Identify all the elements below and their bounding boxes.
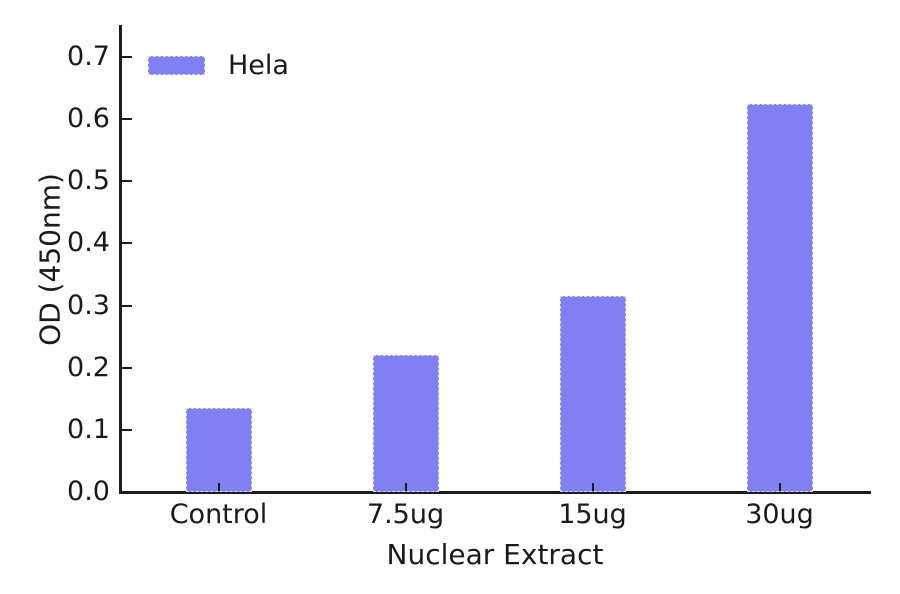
x-tick-label: 7.5ug (366, 499, 445, 530)
legend-swatch (148, 56, 205, 75)
bar-15ug (559, 296, 626, 492)
legend-label: Hela (228, 50, 289, 81)
y-axis-spine (119, 25, 122, 494)
bar-30ug (746, 104, 813, 492)
y-tick-label: 0.4 (67, 227, 110, 259)
bar-7-5ug (372, 355, 439, 492)
y-tick (122, 118, 132, 121)
y-tick-label: 0.0 (67, 476, 110, 507)
x-axis-spine (119, 491, 871, 494)
x-tick-label: Control (169, 499, 268, 530)
y-tick-label: 0.6 (67, 103, 110, 135)
x-tick (217, 483, 220, 491)
x-tick (591, 483, 594, 491)
x-axis-title: Nuclear Extract (386, 538, 604, 571)
y-tick (122, 180, 132, 183)
legend: Hela (148, 52, 289, 79)
y-tick (122, 491, 132, 493)
y-tick-label: 0.2 (67, 351, 110, 383)
x-tick-label: 30ug (745, 499, 814, 530)
x-tick (404, 483, 407, 491)
y-tick (122, 242, 132, 245)
y-tick-label: 0.5 (67, 165, 110, 197)
bar-control (185, 408, 252, 492)
y-tick-label: 0.7 (67, 41, 110, 72)
x-tick (778, 483, 781, 491)
y-tick (122, 56, 132, 58)
x-tick-label: 15ug (558, 499, 627, 530)
y-tick (122, 366, 132, 369)
y-tick (122, 428, 132, 431)
y-axis-title: OD (450nm) (33, 173, 67, 346)
y-tick-label: 0.3 (67, 289, 110, 321)
y-tick-label: 0.1 (67, 413, 110, 445)
y-tick (122, 304, 132, 307)
